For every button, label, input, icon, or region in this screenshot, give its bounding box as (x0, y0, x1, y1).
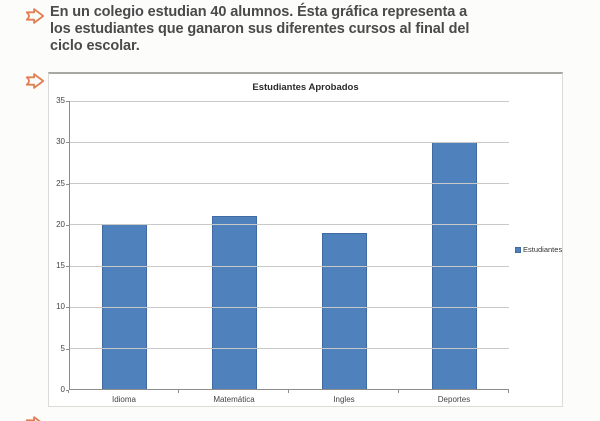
y-tick-mark (66, 142, 69, 144)
x-category-label: Ingles (333, 395, 355, 404)
x-category-label: Matemática (213, 395, 255, 404)
y-tick-mark (66, 101, 69, 102)
bar-chart: Estudiantes Aprobados 0 5 10 15 20 25 30 35 Idi… (48, 72, 563, 407)
y-tick-label: 30 (56, 137, 65, 147)
x-tick-mark (68, 390, 69, 393)
question-line: ciclo escolar. (50, 38, 140, 54)
x-tick-mark (398, 390, 399, 393)
legend-label: Estudiantes (523, 245, 563, 254)
gridline (70, 101, 509, 102)
x-tick-mark (508, 390, 509, 393)
x-tick-mark (288, 390, 289, 393)
bar-slot (290, 101, 400, 389)
legend-swatch-icon (515, 246, 521, 253)
question-text: En un colegio estudian 40 alumnos. Ésta … (50, 4, 590, 55)
bar-slot (70, 101, 180, 389)
y-tick-label: 20 (56, 219, 65, 229)
y-axis: 0 5 10 15 20 25 30 35 (49, 97, 69, 394)
x-axis-labels: Idioma Matemática Ingles Deportes (69, 395, 509, 404)
bars (70, 101, 509, 389)
x-category-label: Idioma (111, 395, 136, 404)
y-tick-label: 25 (56, 178, 65, 188)
y-tick-mark (66, 224, 69, 226)
bar-matemática (212, 216, 258, 389)
gridline (70, 265, 509, 267)
y-tick-label: 10 (56, 302, 65, 312)
y-tick-mark (66, 266, 69, 268)
legend: Estudiantes (515, 245, 562, 254)
question-line: En un colegio estudian 40 alumnos. Ésta … (50, 4, 468, 20)
y-tick-label: 5 (60, 343, 65, 353)
gridline (70, 183, 509, 185)
bar-slot (399, 101, 509, 389)
x-category-label: Deportes (437, 395, 471, 404)
gridline (70, 306, 509, 308)
question-line: los estudiantes que ganaron sus diferent… (50, 21, 470, 37)
chart-title: Estudiantes Aprobados (252, 82, 359, 93)
y-tick-label: 35 (56, 96, 65, 105)
plot-area (69, 101, 509, 390)
gridline (70, 347, 509, 349)
gridline (70, 224, 509, 226)
bullet-arrow-icon (24, 70, 46, 92)
y-tick-label: 15 (56, 261, 65, 271)
y-tick-label: 0 (60, 385, 65, 394)
bullet-arrow-icon (24, 413, 46, 421)
y-tick-mark (66, 348, 69, 350)
x-tick-mark (178, 390, 179, 393)
y-tick-mark (66, 183, 69, 185)
gridline (70, 142, 509, 144)
bar-ingles (321, 232, 367, 389)
y-tick-mark (66, 390, 69, 391)
y-tick-mark (66, 307, 69, 309)
bullet-arrow-icon (24, 5, 46, 27)
x-axis-ticks (68, 390, 509, 394)
bar-slot (180, 101, 290, 389)
